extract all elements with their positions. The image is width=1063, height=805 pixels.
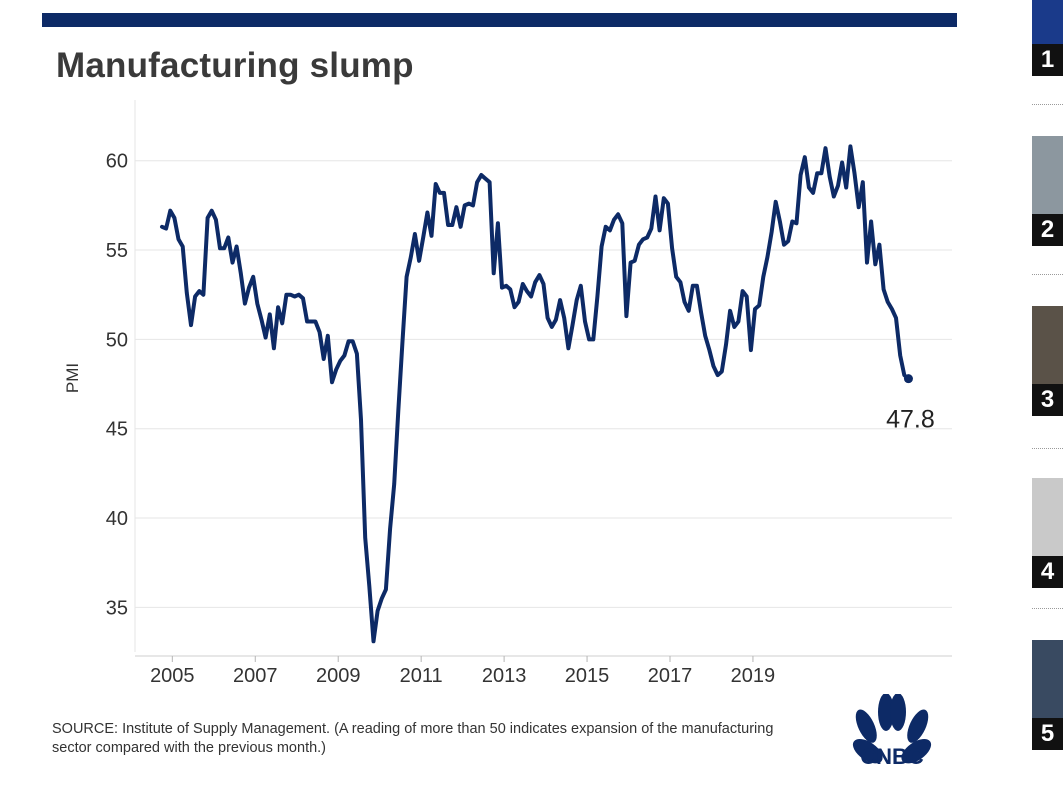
trending-divider [1032,104,1063,105]
trending-item-5[interactable]: 5 [1032,640,1063,750]
x-tick-label: 2017 [648,665,693,687]
trending-divider [1032,608,1063,609]
last-value-marker [903,374,913,384]
x-tick-label: 2005 [150,665,195,687]
x-tick-label: 2009 [316,665,361,687]
x-tick-label: 2007 [233,665,278,687]
trending-divider [1032,448,1063,449]
trending-item-3[interactable]: 3 [1032,306,1063,416]
pmi-series-line [160,144,911,644]
y-tick-label: 40 [106,508,128,530]
y-tick-label: 55 [106,240,128,262]
trending-rank-number: 5 [1032,718,1063,750]
chart-title: Manufacturing slump [56,46,414,85]
trending-rank-number: 2 [1032,214,1063,246]
trending-divider [1032,274,1063,275]
y-axis-label: PMI [63,363,82,393]
x-tick-label: 2011 [400,665,443,687]
last-value-label: 47.8 [886,406,935,434]
trending-rank-number: 4 [1032,556,1063,588]
cnbc-logo: CNBC [852,694,932,766]
y-tick-label: 45 [106,419,128,441]
x-tick-label: 2015 [565,665,610,687]
trending-item-1[interactable]: 1 [1032,0,1063,76]
y-tick-label: 35 [106,597,128,619]
logo-wordmark: CNBC [860,744,924,766]
trending-rank-number: 3 [1032,384,1063,416]
source-note: SOURCE: Institute of Supply Management. … [52,721,774,756]
y-tick-label: 60 [106,151,128,173]
y-tick-label: 50 [106,329,128,351]
x-tick-label: 2013 [482,665,527,687]
trending-rank-number: 1 [1032,44,1063,76]
x-tick-label: 2019 [731,665,776,687]
header-rule [42,13,957,27]
trending-item-4[interactable]: 4 [1032,478,1063,588]
pmi-line-chart: 35 40 45 50 55 60 2005 2007 2009 2011 2013 2015 201… [63,100,952,687]
trending-item-2[interactable]: 2 [1032,136,1063,246]
